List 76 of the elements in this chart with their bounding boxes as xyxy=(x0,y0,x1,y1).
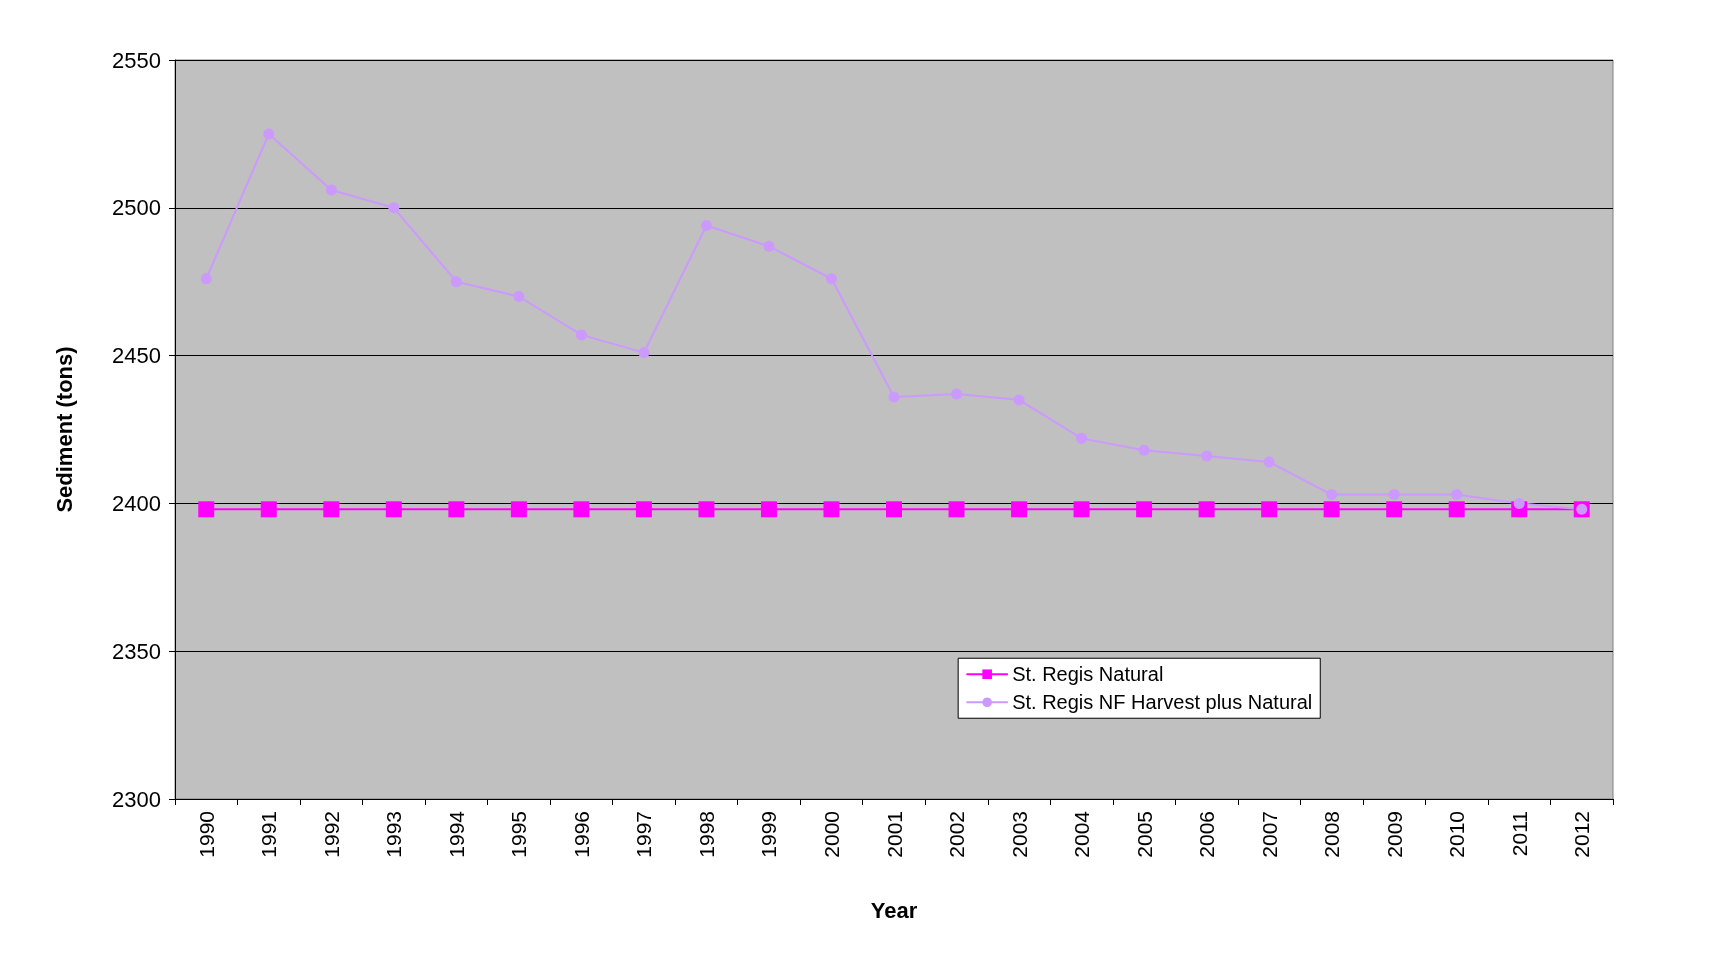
y-tick-label: 2350 xyxy=(112,638,161,664)
legend-label: St. Regis NF Harvest plus Natural xyxy=(1012,691,1313,714)
y-axis-title: Sediment (tons) xyxy=(51,346,77,513)
x-tick-label: 2006 xyxy=(1195,811,1219,858)
point xyxy=(1388,489,1400,501)
x-tick-label: 1990 xyxy=(194,811,218,858)
point xyxy=(573,501,590,518)
x-axis-title: Year xyxy=(870,897,918,923)
point xyxy=(951,388,963,400)
x-tick-label: 1993 xyxy=(382,811,406,858)
point xyxy=(888,391,900,403)
x-tick-label: 2003 xyxy=(1007,811,1031,858)
point xyxy=(638,347,650,359)
x-tick-label: 2007 xyxy=(1257,811,1281,858)
point xyxy=(1201,450,1213,462)
point xyxy=(263,128,275,140)
x-tick-label: 2005 xyxy=(1132,811,1156,858)
x-tick-label: 1997 xyxy=(632,811,656,858)
y-tick-label: 2450 xyxy=(112,343,161,369)
x-tick-label: 1992 xyxy=(319,811,343,858)
point xyxy=(1261,501,1278,518)
point xyxy=(1513,497,1525,509)
point xyxy=(823,501,840,518)
x-tick-label: 1994 xyxy=(444,810,468,858)
point xyxy=(1451,489,1463,501)
x-tick-label: 1991 xyxy=(257,811,281,858)
y-tick-label: 2550 xyxy=(112,47,161,73)
point xyxy=(763,240,775,252)
y-tick-label: 2400 xyxy=(112,490,161,516)
point xyxy=(323,501,340,518)
point xyxy=(450,276,462,288)
point xyxy=(760,501,777,518)
point xyxy=(1326,489,1338,501)
x-tick-label: 2012 xyxy=(1570,811,1594,858)
point xyxy=(260,501,277,518)
x-tick-label: 2009 xyxy=(1382,811,1406,858)
point xyxy=(325,184,337,196)
point xyxy=(510,501,527,518)
x-tick-label: 1996 xyxy=(569,811,593,858)
point xyxy=(1386,501,1403,518)
point xyxy=(635,501,652,518)
point xyxy=(698,501,715,518)
point xyxy=(1263,456,1275,468)
point xyxy=(886,501,902,518)
x-tick-label: 2004 xyxy=(1070,810,1094,858)
x-tick-label: 1995 xyxy=(507,811,531,858)
legend-label: St. Regis Natural xyxy=(1012,663,1164,686)
point xyxy=(575,329,587,341)
x-tick-label: 2001 xyxy=(882,811,906,858)
x-tick-label: 2002 xyxy=(945,811,969,858)
point xyxy=(1448,501,1465,518)
point xyxy=(1323,501,1340,518)
point xyxy=(385,501,402,518)
y-tick-label: 2500 xyxy=(112,195,161,221)
point xyxy=(948,501,965,518)
y-tick-label: 2300 xyxy=(112,786,161,812)
point xyxy=(198,501,215,518)
point xyxy=(1198,501,1215,518)
point xyxy=(388,202,400,214)
point xyxy=(825,273,837,285)
point xyxy=(1073,501,1090,518)
point xyxy=(1138,444,1150,456)
point xyxy=(700,220,712,232)
point xyxy=(1011,501,1028,518)
x-tick-label: 2000 xyxy=(819,811,843,858)
point xyxy=(448,501,465,518)
x-tick-label: 2010 xyxy=(1445,811,1469,858)
x-tick-label: 2011 xyxy=(1507,811,1531,857)
point xyxy=(200,273,212,285)
x-tick-label: 1998 xyxy=(694,811,718,858)
point xyxy=(1136,501,1153,518)
x-tick-label: 1999 xyxy=(757,811,781,858)
x-tick-label: 2008 xyxy=(1320,811,1344,858)
point xyxy=(1076,432,1088,444)
point xyxy=(513,290,525,302)
point xyxy=(1013,394,1025,406)
